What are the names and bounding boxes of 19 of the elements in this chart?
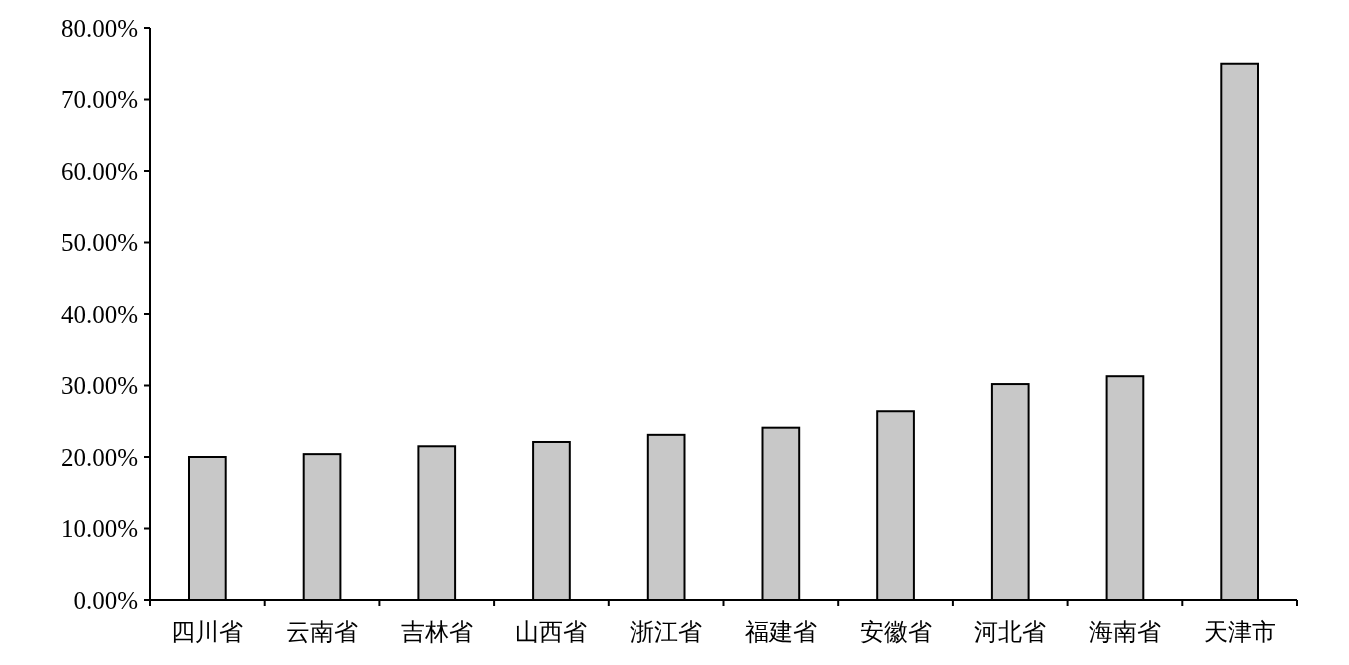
y-tick-label: 60.00% [60, 157, 138, 185]
x-tick-label: 吉林省 [400, 618, 473, 646]
y-tick-label: 0.00% [73, 586, 138, 614]
x-tick-label: 山西省 [515, 618, 588, 646]
x-tick-label: 云南省 [286, 618, 359, 646]
y-tick-label: 40.00% [60, 300, 138, 328]
y-tick-label: 50.00% [60, 229, 138, 257]
y-tick-label: 10.00% [60, 515, 138, 543]
x-tick-label: 天津市 [1203, 618, 1276, 646]
x-tick-label: 河北省 [974, 618, 1047, 646]
y-tick-label: 20.00% [60, 443, 138, 471]
y-tick-label: 70.00% [60, 86, 138, 114]
x-tick-label: 浙江省 [630, 618, 703, 646]
x-tick-label: 四川省 [171, 618, 244, 646]
x-tick-label: 福建省 [744, 618, 817, 646]
y-tick-label: 30.00% [60, 372, 138, 400]
y-tick-label: 80.00% [60, 14, 138, 42]
x-tick-label: 安徽省 [859, 618, 932, 646]
x-tick-label: 海南省 [1088, 618, 1161, 646]
